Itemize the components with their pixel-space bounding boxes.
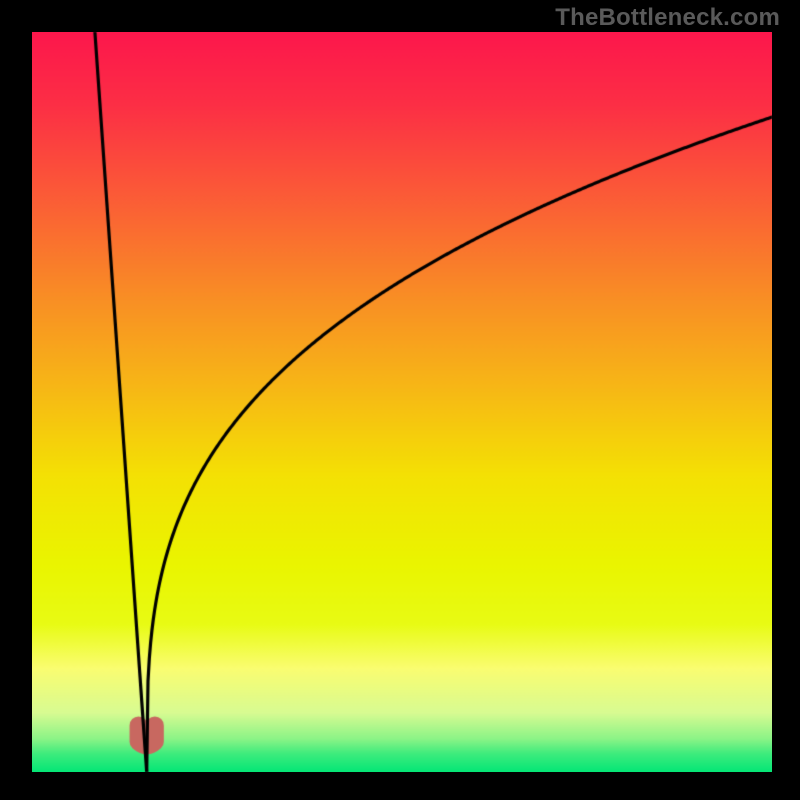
curves-layer	[0, 0, 800, 800]
chart-root: TheBottleneck.com	[0, 0, 800, 800]
watermark-label: TheBottleneck.com	[555, 4, 780, 32]
